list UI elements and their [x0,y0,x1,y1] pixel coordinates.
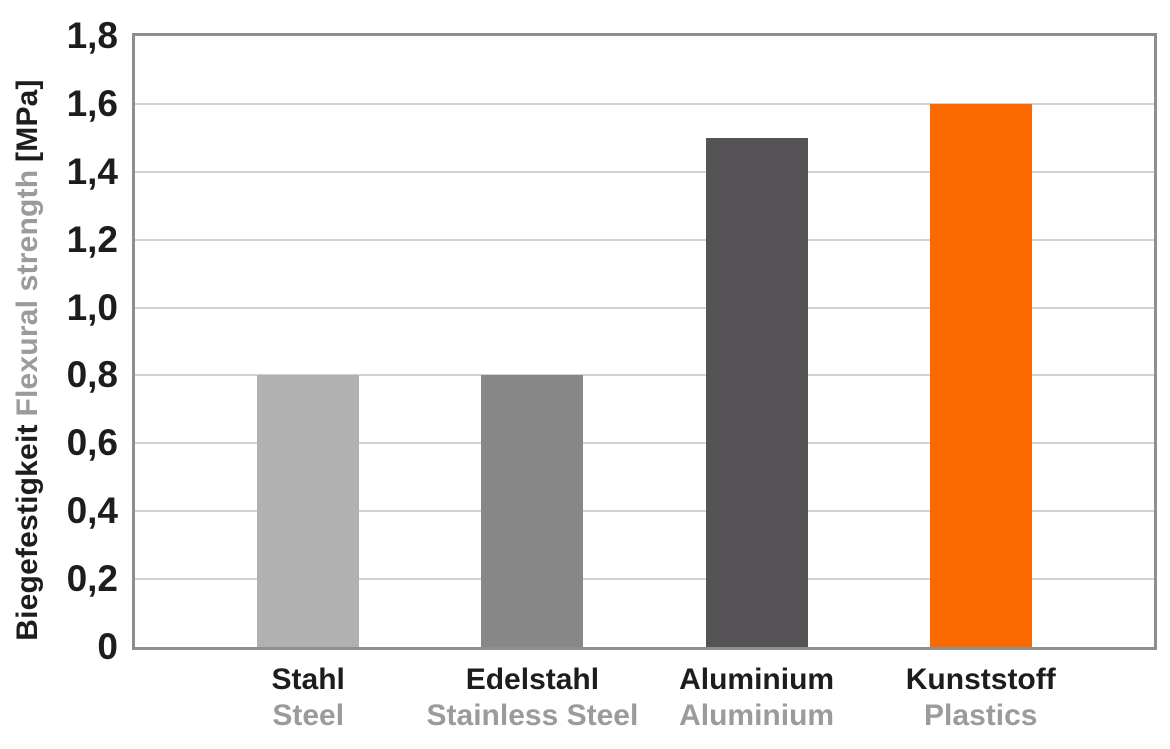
y-tick-label: 1,4 [66,150,118,192]
y-tick-label: 1,8 [66,15,118,56]
gridline [135,578,1154,581]
x-label-kunststoff: Kunststoff Plastics [821,662,1141,734]
y-tick-label: 1,0 [66,286,118,328]
y-tick-label: 0,8 [66,354,118,396]
y-tick-label: 0,6 [66,422,118,464]
gridline [135,238,1154,241]
gridline [135,374,1154,377]
x-label-en: Plastics [924,699,1038,732]
gridline [135,170,1154,173]
bar-edelstahl [481,375,584,647]
x-label-en: Aluminium [679,699,835,732]
x-label-en: Steel [272,699,345,732]
x-label-de: Edelstahl [465,663,600,696]
plot-area [132,33,1157,650]
gridline [135,102,1154,105]
bar-stahl [257,375,360,647]
x-label-en: Stainless Steel [426,699,639,732]
bar-aluminium [705,137,808,647]
x-label-stahl: Stahl Steel [148,662,468,734]
bar-kunststoff [929,103,1032,647]
x-label-de: Aluminium [679,663,835,696]
gridline [135,306,1154,309]
x-label-de: Kunststoff [905,663,1056,696]
y-tick-label: 0,4 [66,490,118,532]
x-label-aluminium: Aluminium Aluminium [597,662,917,734]
x-label-edelstahl: Edelstahl Stainless Steel [372,662,692,734]
x-label-de: Stahl [271,663,345,696]
y-tick-label: 0 [97,626,118,667]
gridline [135,510,1154,513]
y-tick-label: 1,2 [66,218,118,260]
gridline [135,442,1154,445]
y-tick-label: 0,2 [66,558,118,600]
y-tick-label: 1,6 [66,82,118,124]
